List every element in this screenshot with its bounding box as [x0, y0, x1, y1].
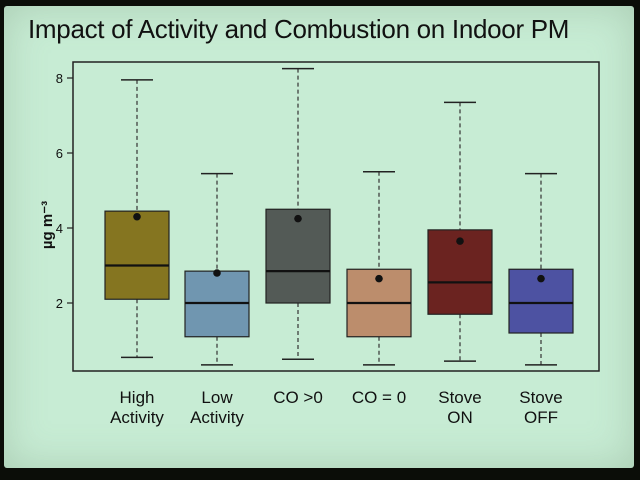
mean-marker — [375, 274, 383, 283]
x-tick-label: High — [120, 388, 155, 407]
x-tick-label: CO = 0 — [352, 388, 406, 407]
x-tick-label: Low — [201, 388, 233, 407]
box-4 — [427, 101, 493, 362]
x-tick-label: ON — [447, 408, 473, 427]
y-tick-label: 8 — [56, 71, 63, 86]
x-tick-label: Activity — [190, 408, 244, 427]
mean-marker — [213, 269, 221, 277]
x-tick-label: OFF — [524, 408, 558, 427]
mean-marker — [133, 212, 141, 221]
box-3 — [346, 171, 412, 366]
chart-title: Impact of Activity and Combustion on Ind… — [28, 14, 570, 44]
box-2 — [265, 67, 331, 360]
x-tick-label: Stove — [438, 388, 481, 407]
y-tick-label: 6 — [56, 146, 63, 161]
x-tick-label: Activity — [110, 408, 164, 427]
iqr-box — [104, 210, 170, 300]
y-axis: 2 4 6 8 — [56, 71, 73, 311]
x-tick-label: CO >0 — [273, 388, 323, 407]
boxes — [104, 67, 574, 366]
box-5 — [508, 172, 574, 366]
mean-marker — [537, 274, 545, 283]
x-tick-label: Stove — [519, 388, 562, 407]
y-axis-label: µg m⁻³ — [39, 201, 56, 249]
box-1 — [184, 172, 250, 366]
iqr-box — [265, 208, 331, 304]
plot-area — [72, 61, 600, 372]
y-tick-label: 4 — [56, 221, 63, 236]
box-0 — [104, 79, 170, 359]
mean-marker — [294, 214, 302, 223]
y-tick-label: 2 — [56, 296, 63, 311]
mean-marker — [456, 237, 464, 245]
